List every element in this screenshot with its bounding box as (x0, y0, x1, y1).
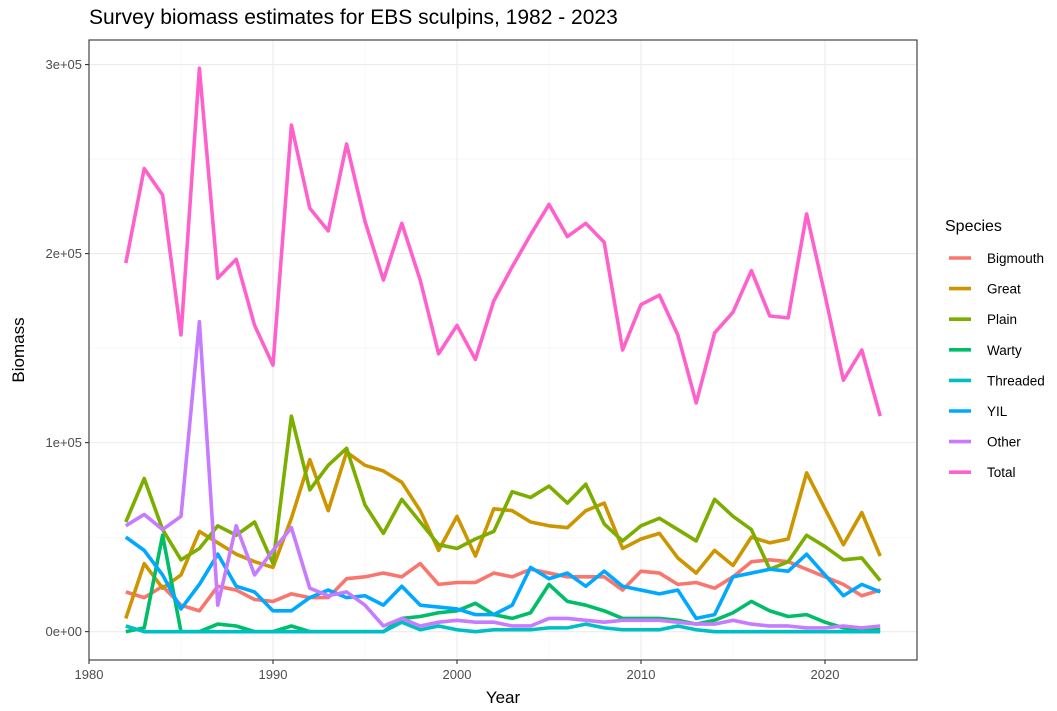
chart-title: Survey biomass estimates for EBS sculpin… (89, 6, 618, 29)
y-tick-label: 3e+05 (45, 57, 82, 72)
legend-item-warty: Warty (949, 343, 1022, 358)
series-line-yil (124, 535, 881, 621)
legend-item-bigmouth: Bigmouth (949, 251, 1044, 266)
legend-item-other: Other (949, 435, 1021, 450)
series-line-other (124, 319, 881, 630)
legend-label-bigmouth: Bigmouth (987, 251, 1044, 266)
legend-label-warty: Warty (987, 343, 1022, 358)
legend-label-great: Great (987, 282, 1021, 297)
legend-label-total: Total (987, 465, 1016, 480)
x-tick-label: 2020 (811, 667, 840, 682)
series-line-threaded (125, 620, 881, 634)
legend-item-yil: YIL (949, 404, 1008, 419)
x-tick-label: 2000 (443, 667, 472, 682)
plot-panel-border (88, 39, 918, 661)
x-tick-label: 1980 (75, 667, 104, 682)
series-lines (124, 66, 882, 634)
y-tick-label: 2e+05 (45, 246, 82, 261)
legend-item-threaded: Threaded (949, 373, 1045, 388)
series-line-plain (124, 414, 882, 582)
x-axis: 1980 1990 2000 2010 2020 (75, 660, 840, 682)
x-tick-label: 1990 (259, 667, 288, 682)
legend: Species Bigmouth Great Plain Warty Threaded Y… (945, 218, 1045, 480)
legend-label-other: Other (987, 435, 1021, 450)
y-axis: 0e+00 1e+05 2e+05 3e+05 (45, 57, 89, 639)
minor-gridlines (89, 40, 917, 660)
x-tick-label: 2010 (627, 667, 656, 682)
x-axis-title: Year (486, 688, 521, 707)
y-tick-label: 1e+05 (45, 435, 82, 450)
series-line-total (124, 66, 882, 417)
y-tick-label: 0e+00 (45, 624, 82, 639)
plot-panel-background (89, 40, 917, 660)
plot-panel (88, 39, 918, 661)
legend-item-total: Total (949, 465, 1016, 480)
y-axis-title: Biomass (9, 317, 28, 382)
legend-item-plain: Plain (949, 312, 1017, 327)
legend-item-great: Great (949, 282, 1021, 297)
legend-label-plain: Plain (987, 312, 1017, 327)
legend-label-threaded: Threaded (987, 373, 1045, 388)
legend-label-yil: YIL (987, 404, 1008, 419)
series-line-bigmouth (125, 558, 881, 613)
legend-title: Species (945, 218, 1002, 235)
